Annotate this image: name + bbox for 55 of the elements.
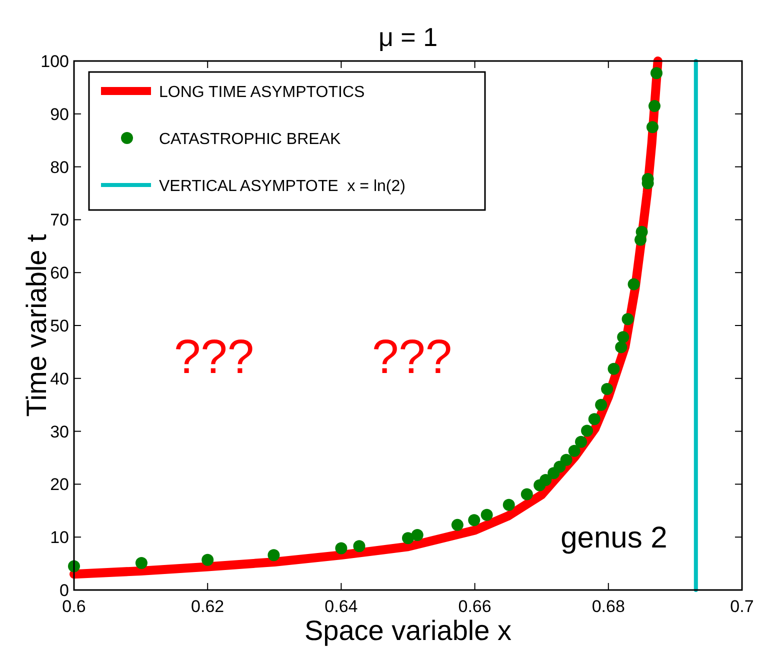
point	[335, 542, 348, 554]
y-tick-label: 70	[50, 210, 69, 230]
y-tick-label: 30	[50, 422, 69, 442]
point	[595, 398, 608, 411]
point	[648, 100, 660, 112]
x-tick-label: 0.64	[324, 597, 358, 616]
point	[520, 488, 533, 500]
point	[353, 540, 366, 552]
y-tick-label: 0	[60, 581, 69, 600]
point	[650, 67, 662, 80]
annotation: ???	[372, 331, 452, 384]
point	[411, 528, 424, 541]
point	[402, 532, 414, 544]
point	[502, 498, 515, 511]
annotation: genus 2	[560, 522, 668, 555]
y-tick-label: 80	[50, 158, 69, 177]
point	[636, 226, 648, 238]
point	[588, 413, 600, 426]
point	[646, 121, 658, 134]
point	[202, 554, 214, 566]
legend-label: LONG TIME ASYMPTOTICS	[159, 84, 365, 101]
y-tick-label: 100	[40, 52, 69, 71]
point	[560, 454, 572, 466]
point	[540, 474, 552, 486]
legend-label: VERTICAL ASYMPTOTE x = ln(2)	[159, 178, 406, 195]
x-tick-label: 0.7	[730, 597, 754, 616]
point	[468, 514, 480, 526]
y-axis-title: Time variable t	[21, 234, 52, 417]
point	[615, 341, 628, 354]
point	[622, 313, 634, 326]
legend-label: CATASTROPHIC BREAK	[159, 131, 341, 148]
x-tick-label: 0.66	[458, 597, 492, 616]
point	[608, 362, 620, 375]
y-tick-label: 60	[50, 264, 69, 283]
point	[617, 331, 630, 344]
point	[575, 436, 588, 448]
x-tick-label: 0.62	[191, 597, 224, 616]
x-tick-label: 0.68	[592, 597, 625, 616]
x-tick-label: 0.6	[62, 597, 86, 616]
chart-title: μ = 1	[378, 22, 438, 52]
y-tick-label: 20	[50, 475, 69, 494]
y-tick-label: 50	[50, 316, 69, 336]
point	[581, 424, 594, 437]
y-tick-label: 40	[50, 369, 69, 388]
y-tick-label: 90	[50, 104, 69, 124]
point	[601, 382, 614, 395]
x-axis-title: Space variable x	[304, 615, 512, 646]
point	[135, 557, 148, 570]
point	[480, 508, 493, 521]
point	[628, 278, 640, 290]
point	[451, 518, 464, 531]
annotation: ???	[174, 331, 254, 384]
y-tick-label: 10	[50, 528, 69, 548]
point	[568, 444, 580, 457]
point	[268, 549, 280, 562]
